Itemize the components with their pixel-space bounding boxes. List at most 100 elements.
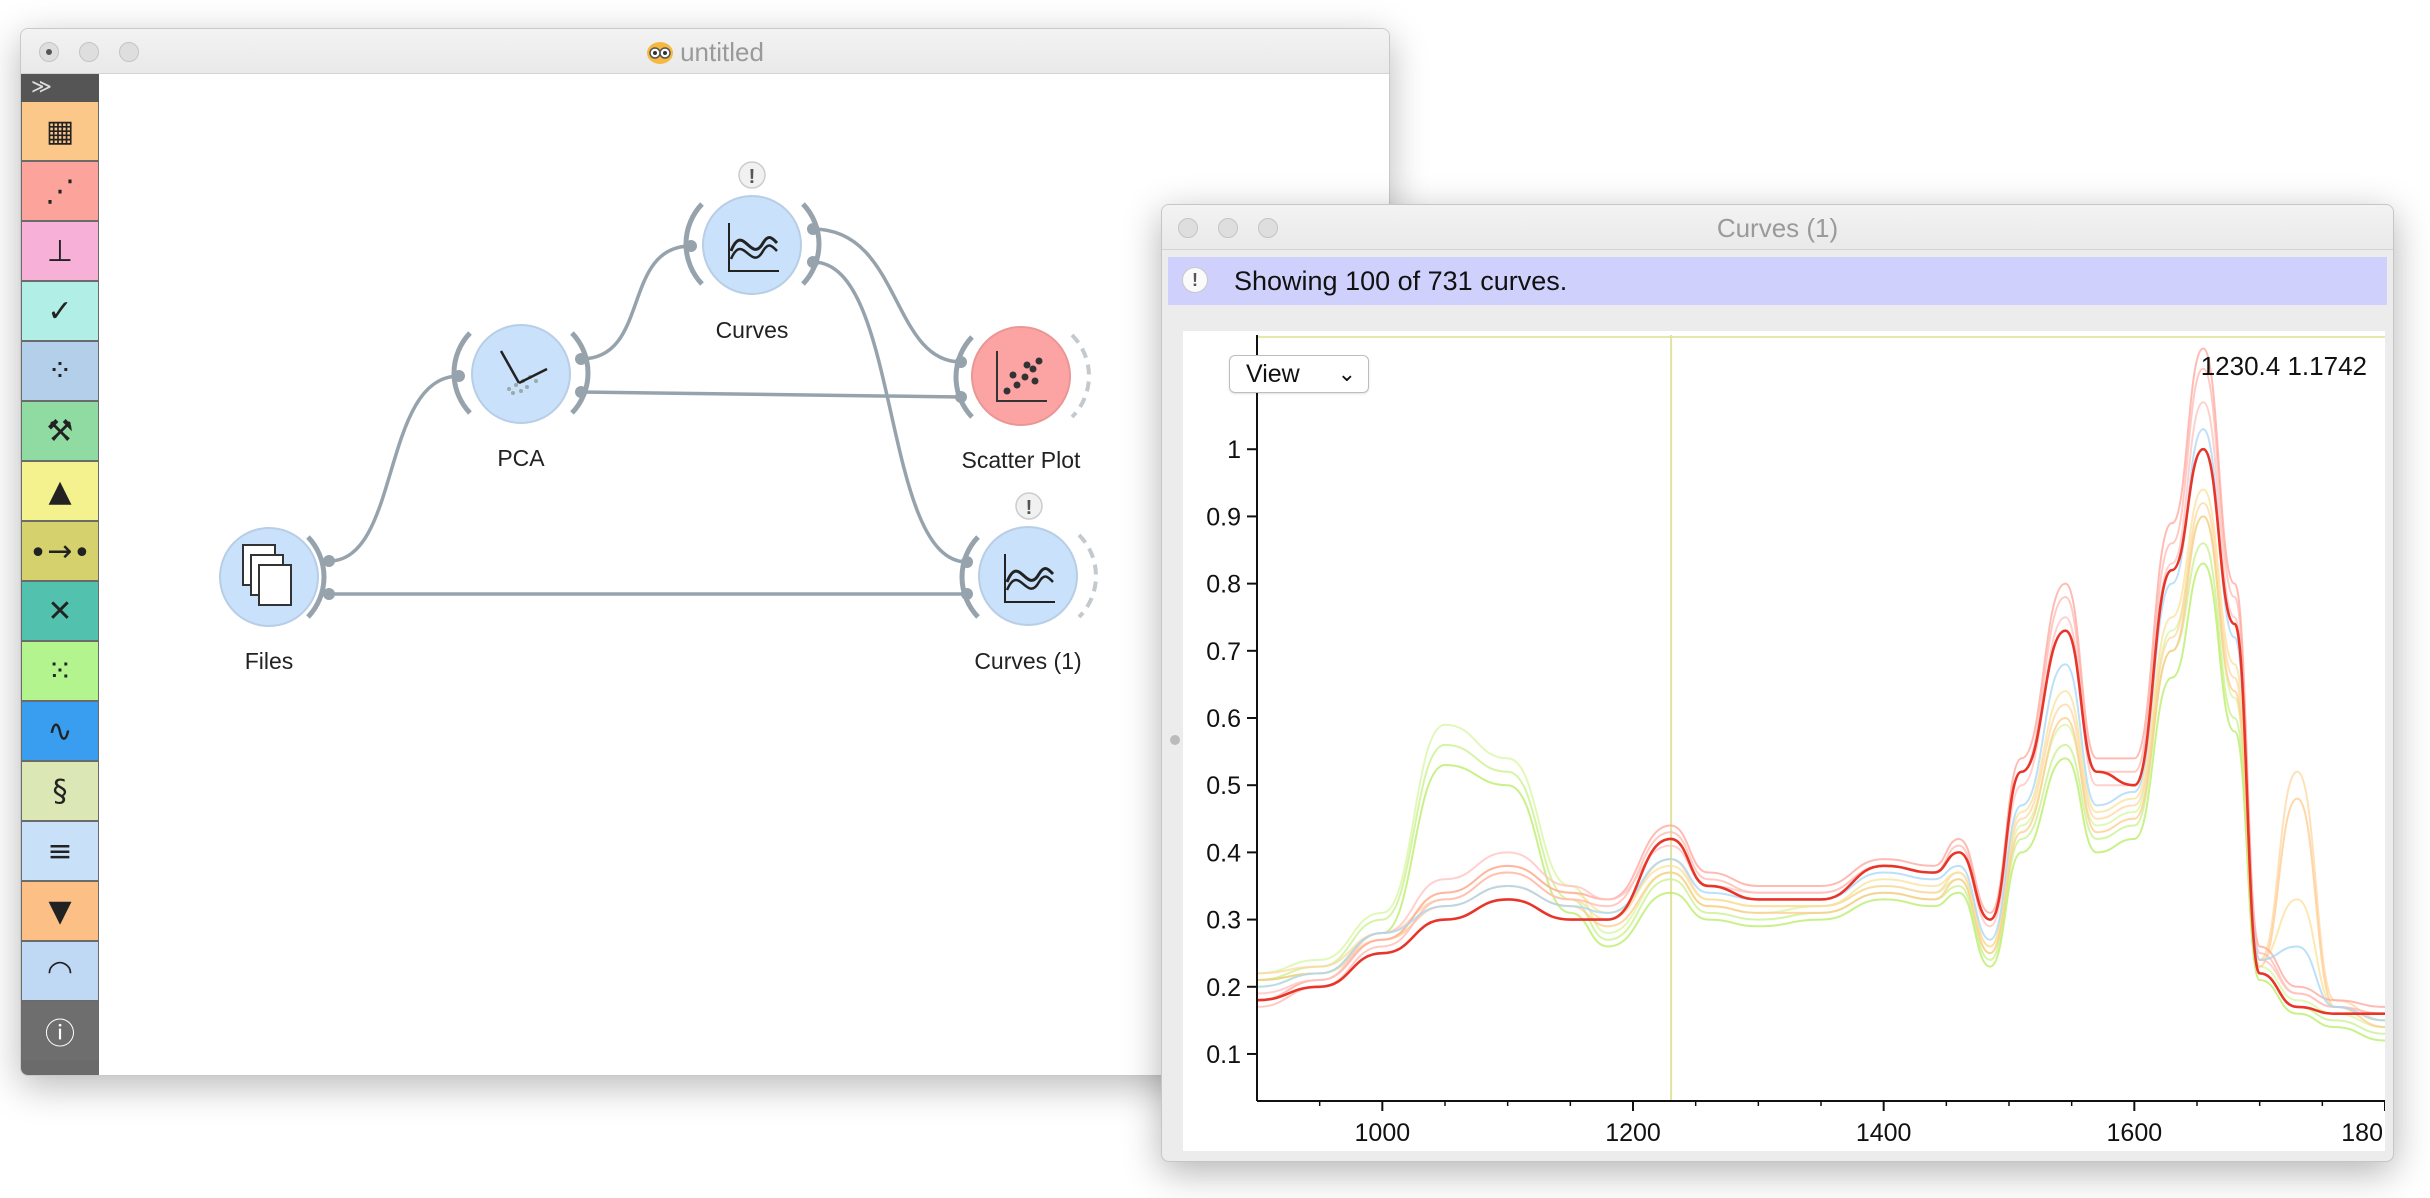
node-curves[interactable]: ! Curves (683, 161, 822, 343)
toolbox-category-text-mining[interactable]: ≡ (22, 822, 98, 880)
curves-icon (728, 223, 779, 272)
y-tick-label: 0.4 (1206, 839, 1241, 867)
x-tick-label: 1400 (1856, 1119, 1912, 1147)
close-button[interactable] (39, 42, 59, 62)
educational-icon: ⚒ (46, 413, 74, 449)
node-pca[interactable]: PCA (451, 324, 591, 471)
curve-series-0 (1256, 542, 2386, 1035)
widget-toolbox: ≫ ▦ ⋰ ⊥ ✓ ⁘ ⚒ ▲ ∙→∙ ✕ ⁙ ∿ § ≡ ▼ ◠ ⓘ (21, 74, 99, 1075)
toolbox-category-bioinformatics[interactable]: § (22, 762, 98, 820)
node-curves-warning[interactable]: ! (749, 166, 756, 188)
toolbox-category-network[interactable]: ✕ (22, 582, 98, 640)
node-scatter-plot-label: Scatter Plot (962, 447, 1081, 473)
visualize-icon: ⋰ (45, 173, 75, 209)
link-curves-curves1 (812, 260, 968, 564)
curves-plot[interactable]: 0.1 0.2 0.3 0.4 0.5 0.6 0.7 0.8 0.9 1 1000 1200 1400… (1183, 331, 2386, 1151)
scatter-icon (996, 351, 1047, 402)
toolbox-category-unsupervised[interactable]: ⁘ (22, 342, 98, 400)
minimize-button[interactable] (1218, 218, 1238, 238)
signal-icon: ◠ (46, 953, 74, 989)
minimize-button[interactable] (79, 42, 99, 62)
y-tick-label: 0.9 (1206, 503, 1241, 531)
node-scatter-plot[interactable]: Scatter Plot (953, 326, 1091, 473)
node-files[interactable]: Files (219, 527, 335, 674)
link-files-pca (328, 374, 460, 563)
y-tick-label: 0.7 (1206, 638, 1241, 666)
text-mining-icon: ≡ (47, 833, 73, 869)
geo-icon: ⁙ (47, 653, 73, 689)
x-tick-label: 1200 (1605, 1119, 1661, 1147)
window-title: untitled (21, 37, 1389, 68)
toolbox-category-visualize[interactable]: ⋰ (22, 162, 98, 220)
files-icon (242, 544, 292, 606)
link-pca-scatter (580, 390, 962, 399)
x-tick-label: 1600 (2107, 1119, 2163, 1147)
evaluate-icon: ✓ (47, 293, 73, 329)
curve-series-7 (1256, 347, 2386, 1008)
toolbox-category-spectroscopy[interactable]: ∿ (22, 702, 98, 760)
curves-window: Curves (1) ! Showing 100 of 731 curves. … (1161, 204, 2394, 1162)
toolbox-collapse-button[interactable]: ≫ (21, 74, 99, 102)
toolbox-category-education[interactable]: ▼ (22, 882, 98, 940)
toolbox-category-image-analytics[interactable]: ▲ (22, 462, 98, 520)
curves-icon (1004, 554, 1055, 603)
spectroscopy-icon: ∿ (47, 713, 73, 749)
info-message-bar: ! Showing 100 of 731 curves. (1168, 257, 2387, 305)
network-icon: ✕ (47, 593, 73, 629)
cursor-readout: 1230.4 1.1742 (2200, 351, 2367, 381)
education-icon: ▼ (48, 893, 72, 929)
toolbox-category-timeseries[interactable]: ∙→∙ (22, 522, 98, 580)
curves-window-titlebar[interactable]: Curves (1) (1162, 205, 2393, 250)
model-icon: ⊥ (46, 233, 74, 269)
splitter-handle[interactable] (1170, 735, 1180, 745)
canvas-window-titlebar[interactable]: untitled (21, 29, 1389, 74)
toolbox-category-info[interactable]: ⓘ (22, 1002, 98, 1060)
window-title: Curves (1) (1716, 213, 1839, 243)
orange-logo-icon (647, 42, 674, 64)
close-button[interactable] (1178, 218, 1198, 238)
node-pca-label: PCA (497, 445, 545, 471)
toolbox-category-geo[interactable]: ⁙ (22, 642, 98, 700)
info-icon: ⓘ (45, 1017, 75, 1052)
window-title-text: untitled (680, 37, 764, 67)
workflow-graph[interactable]: Files PCA (99, 74, 1389, 1075)
node-curves-label: Curves (716, 317, 789, 343)
spectra-chart[interactable]: 0.1 0.2 0.3 0.4 0.5 0.6 0.7 0.8 0.9 1 1000 1200 1400… (1183, 331, 2386, 1151)
node-files-label: Files (245, 648, 294, 674)
zoom-button[interactable] (119, 42, 139, 62)
image-analytics-icon: ▲ (48, 473, 72, 509)
warning-icon: ! (1182, 267, 1208, 293)
link-curves-scatter (812, 227, 962, 364)
toolbox-category-signal[interactable]: ◠ (22, 942, 98, 1000)
unsupervised-icon: ⁘ (47, 353, 73, 389)
curve-series-8 (1256, 401, 2386, 1015)
y-tick-label: 1 (1227, 436, 1241, 464)
curve-series-9 (1256, 428, 2386, 1022)
chevron-down-icon: ⌄ (1337, 361, 1356, 386)
x-tick-label: 180 (2341, 1119, 2383, 1147)
zoom-button[interactable] (1258, 218, 1278, 238)
node-curves-1-warning[interactable]: ! (1026, 497, 1033, 519)
node-curves-1[interactable]: ! Curves (1) (959, 492, 1098, 674)
toolbox-category-model[interactable]: ⊥ (22, 222, 98, 280)
timeseries-icon: ∙→∙ (28, 533, 92, 569)
y-tick-label: 0.3 (1206, 907, 1241, 935)
pca-icon (499, 350, 548, 395)
toolbox-category-educational[interactable]: ⚒ (22, 402, 98, 460)
link-pca-curves (580, 244, 692, 361)
info-message: Showing 100 of 731 curves. (1234, 266, 1568, 296)
view-menu-button[interactable]: View ⌄ (1229, 355, 1369, 393)
data-icon: ▦ (45, 113, 75, 149)
y-tick-label: 0.1 (1206, 1041, 1241, 1069)
view-menu-label: View (1246, 360, 1300, 388)
curve-series-10 (1256, 447, 2385, 1015)
toolbox-category-evaluate[interactable]: ✓ (22, 282, 98, 340)
node-curves-1-label: Curves (1) (974, 648, 1081, 674)
y-tick-label: 0.5 (1206, 772, 1241, 800)
toolbox-category-data[interactable]: ▦ (22, 102, 98, 160)
x-tick-label: 1000 (1355, 1119, 1411, 1147)
y-tick-label: 0.8 (1206, 571, 1241, 599)
bioinformatics-icon: § (52, 773, 68, 809)
y-tick-label: 0.2 (1206, 974, 1241, 1002)
y-tick-label: 0.6 (1206, 705, 1241, 733)
